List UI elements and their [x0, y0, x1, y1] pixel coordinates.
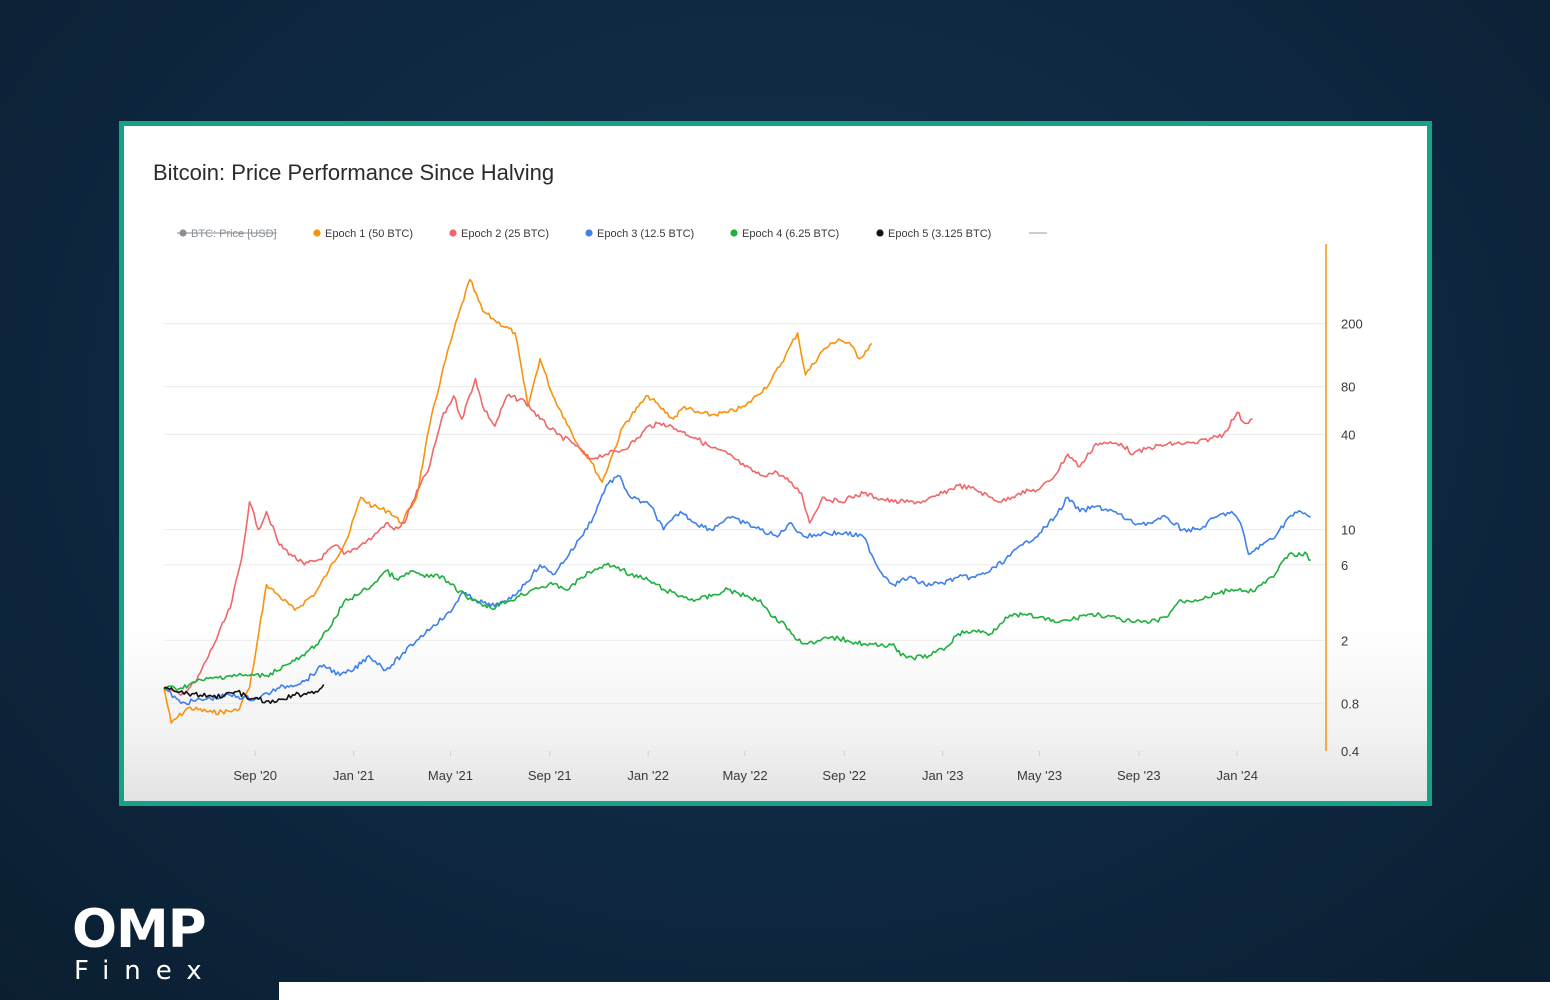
series-line-epoch-2-25-btc: [163, 377, 1253, 696]
series-line-epoch-3-12-5-btc: [163, 474, 1311, 706]
bottom-bar: [279, 982, 1550, 1000]
x-tick-label: Jan '21: [333, 768, 375, 783]
x-tick-label: Jan '22: [627, 768, 669, 783]
legend-marker: [449, 229, 457, 237]
y-tick-label: 0.4: [1341, 744, 1359, 759]
legend-item: BTC: Price [USD]: [191, 228, 277, 240]
y-tick-label: 80: [1341, 380, 1355, 395]
chart-card: Bitcoin: Price Performance Since Halving…: [119, 121, 1432, 806]
x-tick-label: Sep '22: [822, 768, 866, 783]
series-line-epoch-1-50-btc: [163, 278, 873, 724]
omp-finex-logo: OMP Finex: [72, 899, 217, 986]
y-tick-label: 200: [1341, 317, 1363, 332]
series-line-epoch-4-6-25-btc: [163, 551, 1311, 691]
legend-item: Epoch 1 (50 BTC): [325, 228, 413, 240]
legend-marker: [313, 229, 321, 237]
x-tick-label: May '23: [1017, 768, 1062, 783]
legend-item: Epoch 3 (12.5 BTC): [597, 228, 694, 240]
legend-item: Epoch 2 (25 BTC): [461, 228, 549, 240]
series-line-epoch-5-3-125-btc: [163, 684, 325, 705]
x-tick-label: Sep '23: [1117, 768, 1161, 783]
y-tick-label: 40: [1341, 427, 1355, 442]
logo-brand: OMP: [72, 899, 207, 960]
x-tick-label: Sep '20: [233, 768, 277, 783]
legend-marker: [876, 229, 884, 237]
chart-title: Bitcoin: Price Performance Since Halving: [153, 160, 555, 185]
x-tick-label: May '22: [722, 768, 767, 783]
legend-item: Epoch 4 (6.25 BTC): [742, 228, 839, 240]
y-tick-label: 2: [1341, 633, 1348, 648]
x-tick-label: Sep '21: [528, 768, 572, 783]
chart-plot: Sep '20 Jan '21 May '21 Sep '21 Jan '22 May '…: [163, 228, 1363, 783]
y-tick-label: 10: [1341, 523, 1355, 538]
logo-sub: Finex: [74, 956, 217, 986]
x-tick-label: May '21: [428, 768, 473, 783]
legend-marker: [730, 229, 738, 237]
legend-marker: [585, 229, 593, 237]
y-tick-label: 6: [1341, 558, 1348, 573]
legend-item: Epoch 5 (3.125 BTC): [888, 228, 991, 240]
x-tick-label: Jan '23: [922, 768, 964, 783]
y-tick-label: 0.8: [1341, 696, 1359, 711]
x-tick-label: Jan '24: [1216, 768, 1258, 783]
